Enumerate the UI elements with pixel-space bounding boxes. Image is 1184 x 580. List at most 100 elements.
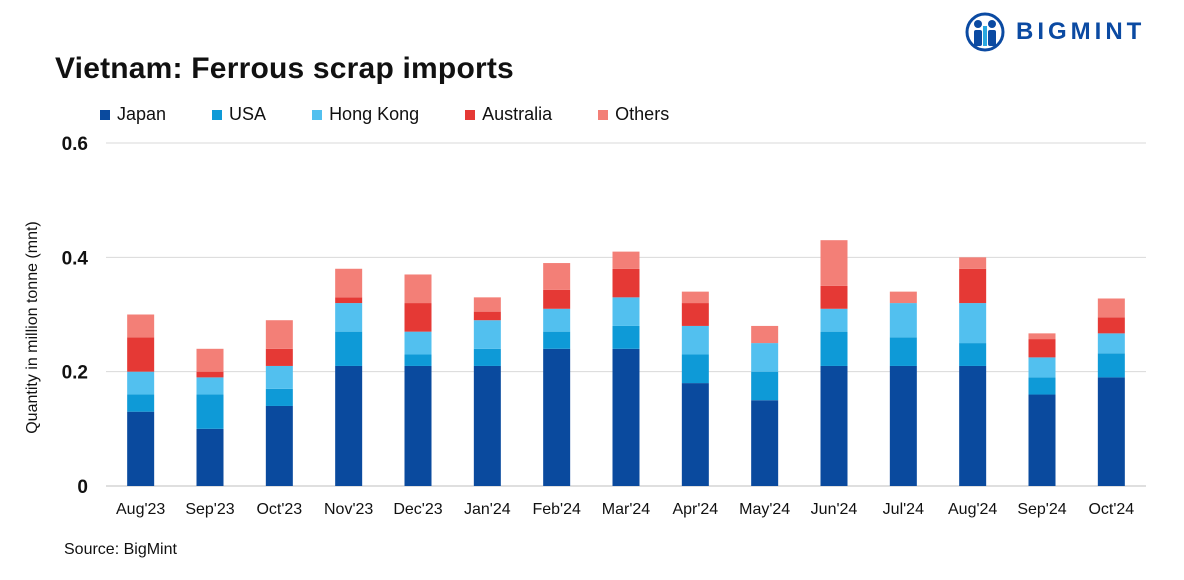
x-tick-label: Jun'24	[811, 501, 858, 518]
brand-name: BIGMINT	[1016, 18, 1146, 45]
bar-segment-hong-kong	[335, 303, 363, 332]
bar-segment-hong-kong	[196, 377, 224, 395]
bar-segment-others	[959, 257, 987, 269]
bar-segment-usa	[959, 343, 987, 366]
x-tick-label: Jul'24	[883, 501, 924, 518]
x-tick-label: Nov'23	[324, 501, 373, 518]
x-tick-label: Dec'23	[393, 501, 442, 518]
bar-segment-others	[1097, 298, 1125, 318]
brand-logo: BIGMINT	[964, 12, 1145, 52]
x-tick-label: Mar'24	[602, 501, 651, 518]
bar-segment-hong-kong	[681, 325, 709, 355]
bar-segment-others	[265, 320, 293, 349]
legend-swatch	[312, 109, 323, 120]
x-tick-label: Aug'23	[116, 501, 165, 518]
bar-segment-australia	[820, 285, 848, 309]
bar-segment-others	[404, 274, 432, 304]
bar-segment-usa	[473, 348, 501, 366]
x-tick-label: Sep'23	[185, 501, 234, 518]
bar-segment-australia	[404, 303, 432, 332]
bar-segment-hong-kong	[1028, 357, 1056, 378]
bar-segment-australia	[335, 297, 363, 304]
bar-segment-japan	[265, 405, 293, 486]
bar-segment-others	[473, 297, 501, 312]
bar-segment-japan	[196, 428, 224, 486]
y-tick-label: 0.6	[62, 134, 88, 155]
bar-segment-japan	[681, 383, 709, 486]
bar-segment-usa	[127, 394, 155, 412]
chart-title: Vietnam: Ferrous scrap imports	[55, 52, 514, 85]
bar-segment-japan	[543, 348, 571, 486]
bar-segment-others	[543, 263, 571, 290]
bigmint-logo-icon	[965, 12, 1005, 52]
bar-segment-hong-kong	[820, 308, 848, 332]
bar-segment-usa	[1097, 353, 1125, 378]
x-tick-label: Aug'24	[948, 501, 997, 518]
legend-label: USA	[229, 104, 267, 124]
bar-segment-usa	[335, 331, 363, 366]
bar-segment-hong-kong	[404, 331, 432, 355]
legend-item: Hong Kong	[312, 104, 419, 125]
legend-label: Others	[615, 104, 670, 124]
legend-item: Japan	[100, 104, 166, 125]
y-tick-label: 0.2	[62, 363, 88, 384]
bar-segment-australia	[127, 337, 155, 372]
bar-segment-usa	[265, 388, 293, 406]
bar-segment-hong-kong	[127, 371, 155, 395]
bar-segment-australia	[265, 348, 293, 366]
bar-segment-others	[820, 240, 848, 286]
bar-segment-australia	[196, 371, 224, 378]
bar-segment-japan	[335, 365, 363, 486]
x-tick-label: May'24	[739, 501, 790, 518]
bar-segment-japan	[473, 365, 501, 486]
bar-segment-hong-kong	[889, 303, 917, 338]
bar-segment-australia	[681, 303, 709, 326]
bar-segment-australia	[959, 268, 987, 304]
bar-segment-australia	[543, 289, 571, 309]
bar-segment-australia	[1097, 317, 1125, 334]
bar-segment-japan	[889, 365, 917, 486]
legend-swatch	[212, 109, 223, 120]
x-tick-label: Apr'24	[672, 501, 718, 518]
x-tick-label: Oct'23	[256, 501, 302, 518]
bar-segment-hong-kong	[265, 365, 293, 389]
bar-segment-japan	[1097, 377, 1125, 486]
bar-segment-usa	[543, 331, 571, 349]
legend-label: Hong Kong	[329, 104, 420, 124]
bar-segment-others	[889, 291, 917, 304]
bar-segment-usa	[889, 337, 917, 366]
bar-segment-usa	[196, 394, 224, 429]
y-tick-label: 0	[77, 477, 88, 498]
bar-segment-japan	[959, 365, 987, 486]
bar-segment-japan	[751, 400, 779, 486]
bar-segment-hong-kong	[751, 343, 779, 372]
x-tick-label: Jan'24	[464, 501, 511, 518]
legend-item: Others	[598, 104, 669, 125]
y-tick-label: 0.4	[62, 248, 89, 269]
x-tick-label: Oct'24	[1088, 501, 1134, 518]
bar-segment-japan	[1028, 394, 1056, 486]
bar-segment-hong-kong	[959, 303, 987, 344]
bar-segment-japan	[612, 348, 640, 486]
legend-swatch	[100, 109, 110, 120]
bar-segment-japan	[127, 411, 155, 486]
bar-segment-australia	[473, 311, 501, 321]
legend-swatch	[465, 109, 476, 120]
legend-item: Australia	[465, 104, 552, 125]
bar-segment-japan	[404, 365, 432, 486]
legend-item: USA	[212, 104, 266, 125]
bar-segment-usa	[681, 354, 709, 384]
bar-segment-others	[127, 314, 155, 338]
bar-segment-hong-kong	[473, 320, 501, 349]
bar-segment-hong-kong	[1097, 333, 1125, 354]
bar-segment-others	[681, 291, 709, 304]
bar-segment-usa	[751, 371, 779, 401]
bar-segment-others	[612, 251, 640, 269]
bar-segment-others	[751, 325, 779, 344]
y-axis-label: Quantity in million tonne (mnt)	[24, 221, 41, 434]
bar-segment-usa	[820, 331, 848, 366]
bar-segment-usa	[1028, 377, 1056, 395]
bar-segment-usa	[612, 325, 640, 349]
source-note: Source: BigMint	[64, 541, 177, 558]
